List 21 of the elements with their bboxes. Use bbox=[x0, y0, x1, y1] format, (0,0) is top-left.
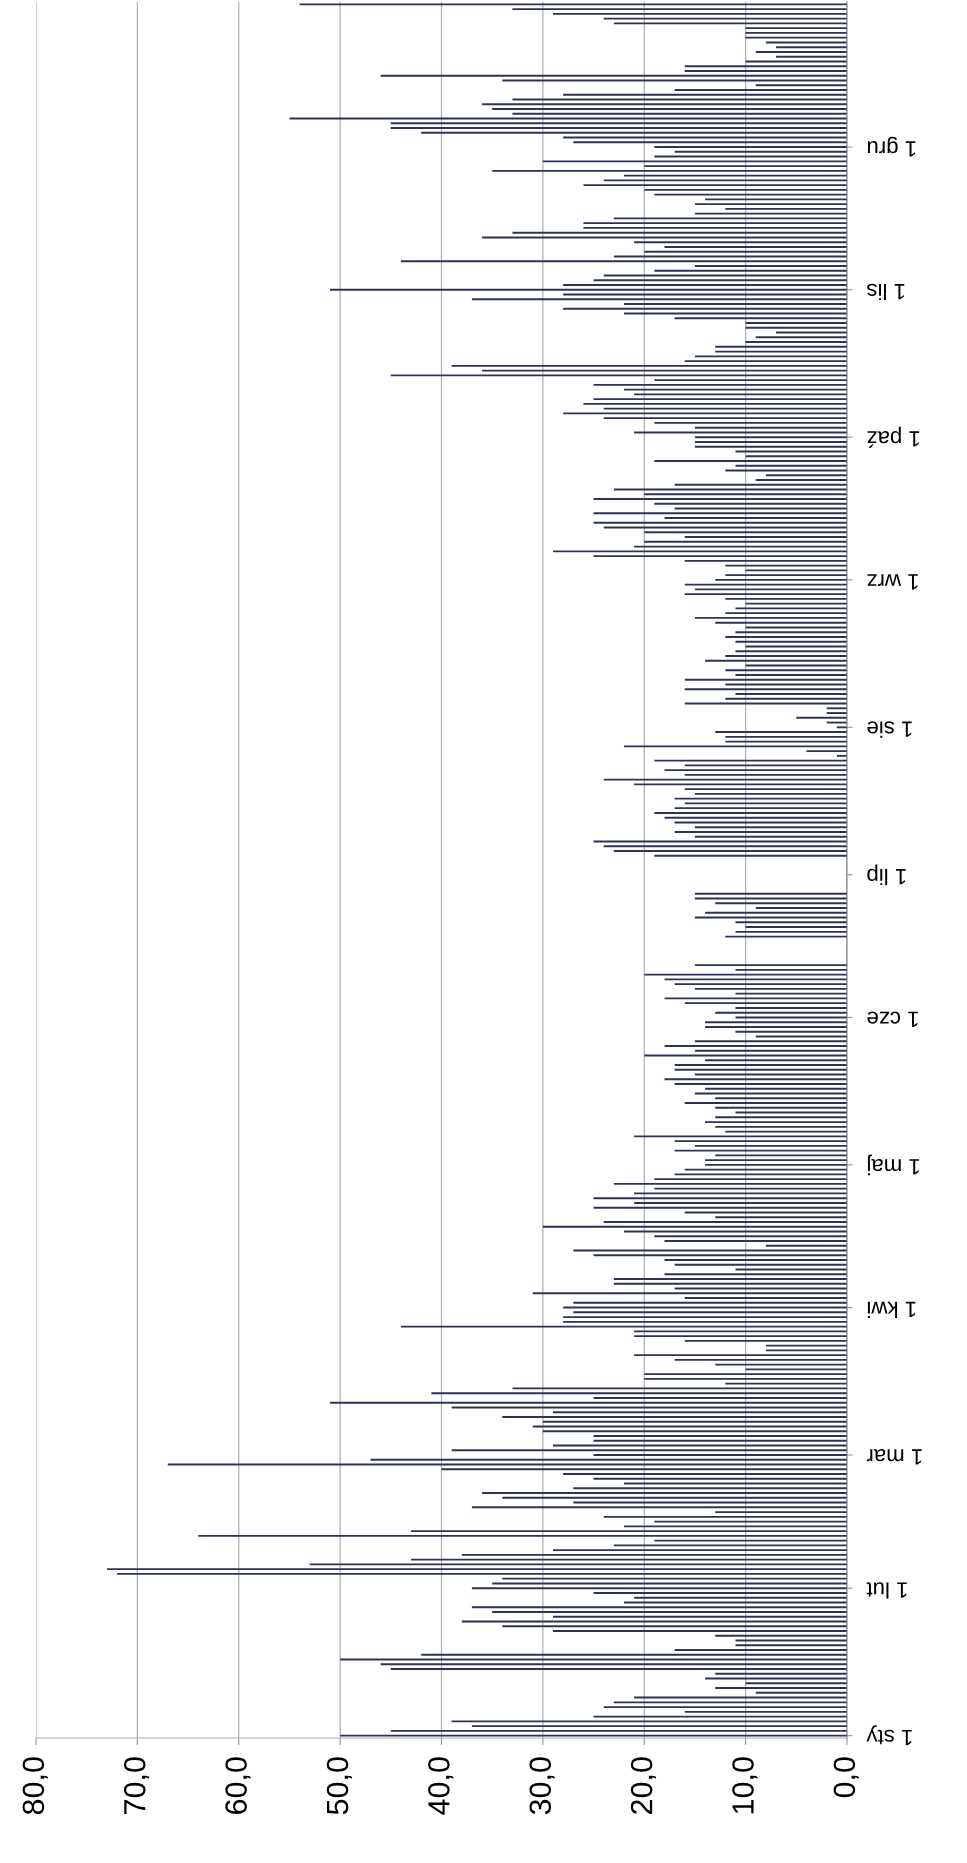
x-tick-label: 30,0 bbox=[529, 1757, 555, 1815]
x-tick-label: 70,0 bbox=[123, 1757, 150, 1814]
x-tick-label: 40,0 bbox=[428, 1757, 454, 1815]
y-tick-label: 1 lis bbox=[867, 283, 905, 301]
y-tick-label: 1 lip bbox=[867, 864, 906, 886]
x-tick-label: 0,0 bbox=[833, 1757, 859, 1798]
x-tick-label: 50,0 bbox=[326, 1757, 352, 1815]
y-tick-label: 1 maj bbox=[867, 1154, 920, 1176]
x-tick-label: 10,0 bbox=[732, 1757, 758, 1814]
y-tick-label: 1 paź bbox=[867, 426, 920, 448]
y-tick-label: 1 kwi bbox=[867, 1301, 916, 1318]
x-tick-label: 80,0 bbox=[22, 1757, 48, 1815]
x-tick-label: 60,0 bbox=[225, 1757, 251, 1814]
y-tick-label: 1 lut bbox=[866, 1582, 907, 1599]
y-tick-label: 1 sie bbox=[867, 721, 912, 738]
y-tick-label: 1 sty bbox=[866, 1725, 912, 1746]
y-tick-label: 1 wrz bbox=[867, 574, 918, 590]
y-tick-label: 1 cze bbox=[867, 1011, 918, 1027]
y-tick-label: 1 mar bbox=[866, 1449, 922, 1465]
y-tick-label: 1 gru bbox=[867, 136, 916, 157]
x-tick-label: 20,0 bbox=[630, 1757, 657, 1814]
